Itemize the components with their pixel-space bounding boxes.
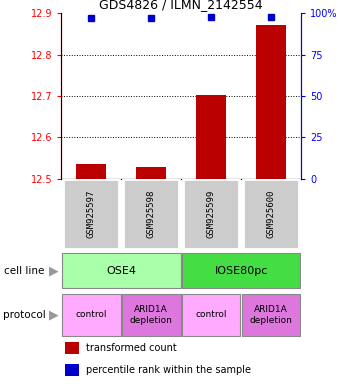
Bar	[65, 342, 79, 354]
Text: protocol: protocol	[4, 310, 46, 320]
Bar	[62, 253, 181, 288]
Text: ▶: ▶	[49, 264, 59, 277]
Title: GDS4826 / ILMN_2142554: GDS4826 / ILMN_2142554	[99, 0, 263, 11]
Bar	[243, 179, 299, 249]
Bar	[182, 253, 300, 288]
Bar	[76, 164, 106, 179]
Bar	[65, 364, 79, 376]
Bar	[241, 294, 300, 336]
Text: percentile rank within the sample: percentile rank within the sample	[86, 365, 251, 375]
Bar	[122, 294, 181, 336]
Text: control: control	[76, 310, 107, 319]
Text: GSM925599: GSM925599	[206, 190, 216, 238]
Text: ARID1A
depletion: ARID1A depletion	[250, 305, 293, 324]
Bar	[256, 25, 286, 179]
Text: GSM925598: GSM925598	[147, 190, 156, 238]
Bar	[63, 179, 119, 249]
Text: ARID1A
depletion: ARID1A depletion	[130, 305, 173, 324]
Bar	[196, 95, 226, 179]
Bar	[62, 294, 121, 336]
Text: GSM925597: GSM925597	[87, 190, 96, 238]
Text: GSM925600: GSM925600	[267, 190, 275, 238]
Text: control: control	[195, 310, 227, 319]
Bar	[182, 294, 240, 336]
Bar	[183, 179, 239, 249]
Text: OSE4: OSE4	[106, 266, 136, 276]
Bar	[123, 179, 179, 249]
Text: ▶: ▶	[49, 308, 59, 321]
Text: IOSE80pc: IOSE80pc	[215, 266, 268, 276]
Text: cell line: cell line	[4, 266, 44, 276]
Bar	[136, 167, 166, 179]
Text: transformed count: transformed count	[86, 343, 176, 353]
